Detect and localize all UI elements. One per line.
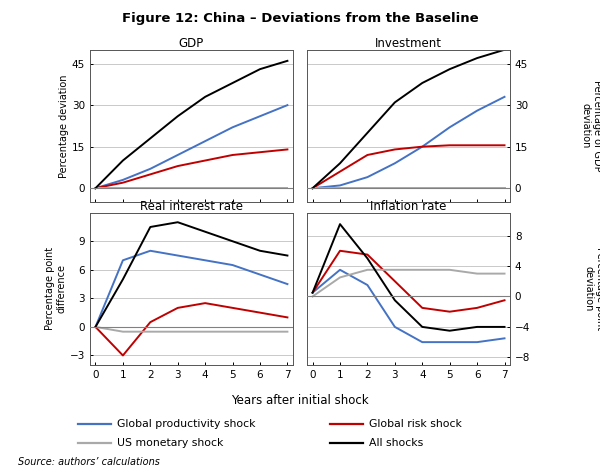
- Y-axis label: Percentage point
difference: Percentage point difference: [46, 247, 67, 330]
- Title: Real interest rate: Real interest rate: [140, 200, 243, 213]
- Y-axis label: Percentage point
deviation: Percentage point deviation: [583, 247, 600, 330]
- Text: Global risk shock: Global risk shock: [369, 419, 462, 429]
- Title: Investment: Investment: [375, 37, 442, 50]
- Y-axis label: Percentage of GDP
deviation: Percentage of GDP deviation: [581, 80, 600, 172]
- Text: Source: authors’ calculations: Source: authors’ calculations: [18, 457, 160, 467]
- Text: Years after initial shock: Years after initial shock: [231, 394, 369, 407]
- Text: Figure 12: China – Deviations from the Baseline: Figure 12: China – Deviations from the B…: [122, 12, 478, 25]
- Text: Global productivity shock: Global productivity shock: [117, 419, 256, 429]
- Text: US monetary shock: US monetary shock: [117, 438, 223, 448]
- Text: All shocks: All shocks: [369, 438, 423, 448]
- Title: Inflation rate: Inflation rate: [370, 200, 447, 213]
- Y-axis label: Percentage deviation: Percentage deviation: [59, 74, 69, 178]
- Title: GDP: GDP: [179, 37, 204, 50]
